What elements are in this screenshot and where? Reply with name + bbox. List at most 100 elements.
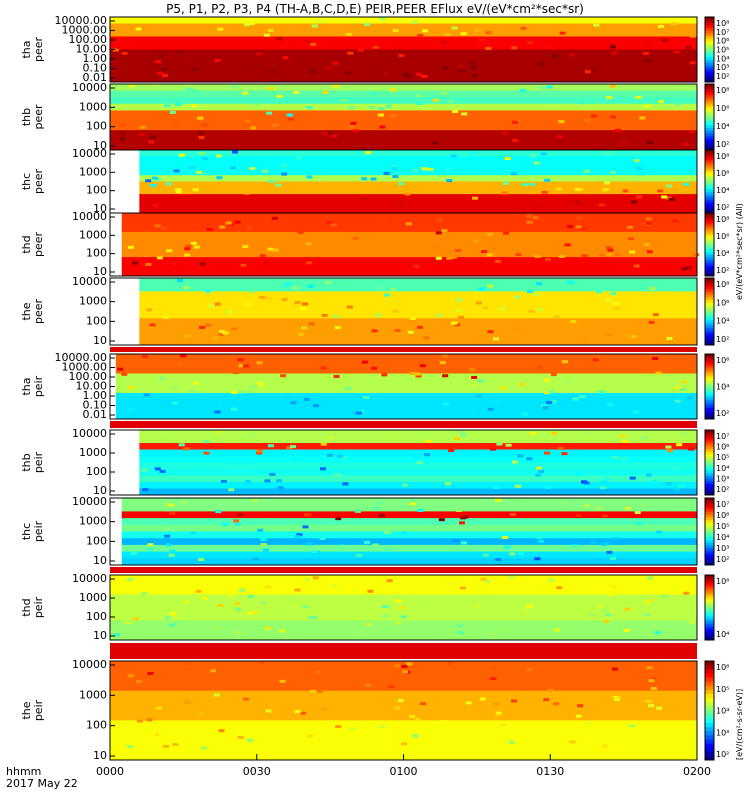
heatmap-cell <box>541 190 548 194</box>
heatmap-cell <box>646 250 653 254</box>
heatmap-cell <box>222 331 229 335</box>
colorbar-segment <box>705 247 714 251</box>
heatmap-cell <box>365 683 372 687</box>
heatmap-cell <box>149 323 156 327</box>
heatmap-band <box>115 360 698 368</box>
heatmap-cell <box>219 225 226 229</box>
heatmap-cell <box>476 394 483 398</box>
y-tick-label: 10000 <box>72 495 107 508</box>
heatmap-cell <box>199 151 206 155</box>
panel-label-probe: tha <box>20 377 33 395</box>
colorbar-segment <box>705 122 714 126</box>
colorbar-segment <box>705 462 714 466</box>
heatmap-cell <box>582 483 589 487</box>
colorbar-segment <box>705 331 714 335</box>
heatmap-cell <box>381 373 388 377</box>
y-tick-label: 10 <box>93 749 107 762</box>
heatmap-cell <box>266 111 273 115</box>
heatmap-cell <box>638 172 645 176</box>
heatmap-cell <box>480 577 487 581</box>
x-tick-label: 0100 <box>390 765 418 778</box>
colorbar-segment <box>705 319 714 324</box>
heatmap-cell <box>481 250 488 254</box>
heatmap-cell <box>231 407 238 411</box>
colorbar-segment <box>705 356 714 360</box>
heatmap-cell <box>347 395 354 399</box>
colorbar-segment <box>705 100 714 104</box>
heatmap-band <box>115 380 698 387</box>
heatmap-cell <box>486 253 493 257</box>
heatmap-cell <box>450 154 457 158</box>
heatmap-cell <box>371 329 378 333</box>
colorbar-segment <box>705 255 714 259</box>
heatmap-cell <box>300 307 307 311</box>
heatmap-cell <box>623 628 630 632</box>
heatmap-cell <box>629 250 636 254</box>
y-tick-label: 10000 <box>72 658 107 671</box>
x-tick-label: 0030 <box>243 765 271 778</box>
heatmap-cell <box>499 723 506 727</box>
colorbar-tick-label: 10⁴ <box>716 383 729 392</box>
colorbar-segment <box>705 119 714 123</box>
heatmap-cell <box>363 396 370 400</box>
heatmap-cell <box>472 73 479 77</box>
heatmap-cell <box>529 182 536 186</box>
heatmap-cell <box>165 543 172 547</box>
heatmap-band <box>110 56 697 63</box>
heatmap-cell <box>208 304 215 308</box>
heatmap-cell <box>419 702 426 706</box>
heatmap-cell <box>645 222 652 226</box>
colorbar-segment <box>705 372 714 377</box>
colorbar-segment <box>705 244 714 248</box>
heatmap-cell <box>205 289 212 293</box>
colorbar-segment <box>705 152 714 156</box>
heatmap-cell <box>341 456 348 460</box>
colorbar-segment <box>705 457 714 461</box>
heatmap-band <box>139 278 698 286</box>
heatmap-cell <box>633 176 640 180</box>
heatmap-band <box>121 511 698 519</box>
colorbar-segment <box>705 22 714 26</box>
y-tick-label: 10.00 <box>76 380 108 393</box>
heatmap-cell <box>614 306 621 310</box>
colorbar-tick-label: 10⁷ <box>716 28 729 37</box>
colorbar-segment <box>705 386 714 390</box>
heatmap-cell <box>222 523 229 527</box>
heatmap-cell <box>376 66 383 70</box>
heatmap-cell <box>155 178 162 182</box>
panel-label-species: peir <box>32 520 45 542</box>
heatmap-cell <box>617 190 624 194</box>
colorbar-segment <box>705 751 714 757</box>
heatmap-cell <box>199 262 206 266</box>
heatmap-cell <box>606 252 613 256</box>
heatmap-cell <box>479 697 486 701</box>
colorbar-segment <box>705 157 714 161</box>
heatmap-cell <box>190 531 197 535</box>
heatmap-band <box>110 130 697 138</box>
heatmap-cell <box>370 92 377 96</box>
heatmap-cell <box>142 488 149 492</box>
colorbar-segment <box>705 176 714 180</box>
heatmap-cell <box>268 86 275 90</box>
panel-label-probe: thc <box>20 523 33 540</box>
heatmap-band <box>139 150 698 157</box>
colorbar-segment <box>705 722 714 728</box>
colorbar-segment <box>705 106 714 110</box>
heatmap-cell <box>685 266 692 270</box>
heatmap-cell <box>553 315 560 319</box>
colorbar-segment <box>705 103 714 107</box>
heatmap-cell <box>251 499 258 503</box>
colorbar-segment <box>705 451 714 455</box>
heatmap-cell <box>444 33 451 37</box>
heatmap-cell <box>487 407 494 411</box>
heatmap-cell <box>364 540 371 544</box>
heatmap-cell <box>511 699 518 703</box>
heatmap-cell <box>183 447 190 451</box>
heatmap-cell <box>544 451 551 455</box>
colorbar-segment <box>705 186 714 190</box>
heatmap-cell <box>569 53 576 57</box>
heatmap-cell <box>624 607 631 611</box>
heatmap-cell <box>639 116 646 120</box>
panel-the-peir: 10000 1000 100 10 the peir 10⁶ 10⁵ 10⁴ 10³ 10² <box>20 658 729 762</box>
